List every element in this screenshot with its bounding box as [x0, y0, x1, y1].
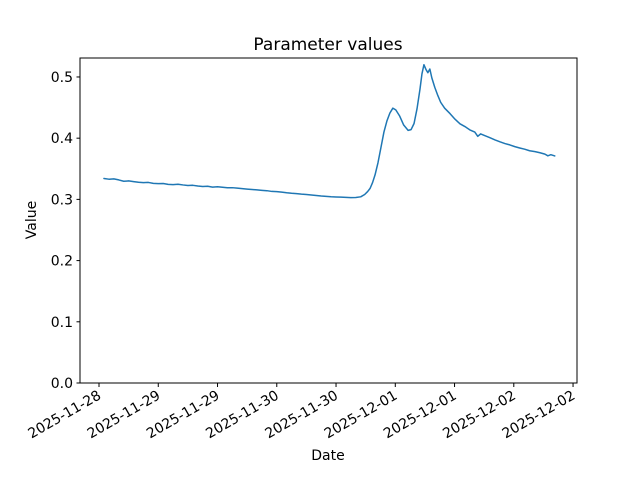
x-axis-ticks: 2025-11-282025-11-292025-11-292025-11-30… — [26, 383, 578, 442]
y-tick-label: 0.0 — [51, 376, 73, 392]
series-line-parameter — [103, 63, 556, 199]
plot-area — [79, 57, 578, 384]
y-tick-label: 0.4 — [51, 131, 73, 147]
x-axis-label: Date — [311, 448, 344, 464]
y-tick-label: 0.3 — [51, 192, 73, 208]
y-tick-label: 0.5 — [51, 70, 73, 86]
y-tick-label: 0.2 — [51, 254, 73, 270]
chart-title: Parameter values — [253, 35, 402, 55]
y-tick-label: 0.1 — [51, 315, 73, 331]
y-axis-label: Value — [24, 201, 40, 239]
data-series — [103, 63, 556, 199]
y-axis-ticks: 0.0 0.1 0.2 0.3 0.4 0.5 — [51, 70, 80, 392]
